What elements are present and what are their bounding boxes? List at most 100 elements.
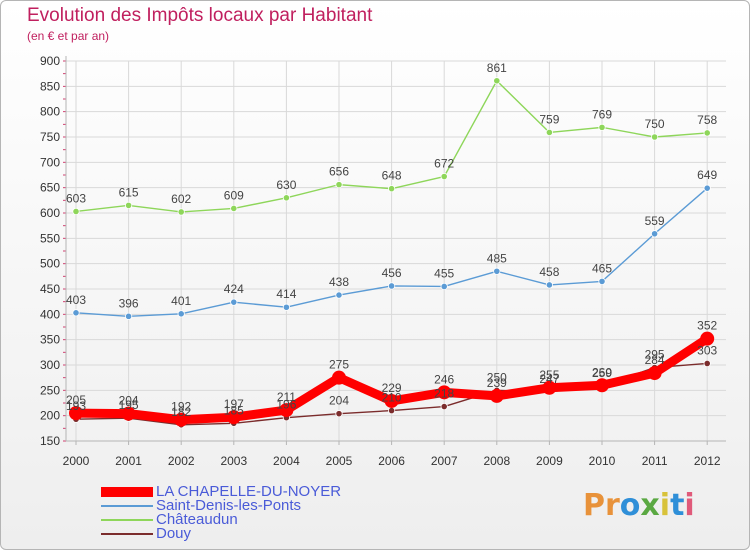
y-tick-label: 200 bbox=[40, 409, 60, 423]
y-tick-label: 400 bbox=[40, 307, 60, 321]
data-point-chateaudun bbox=[125, 201, 133, 209]
data-point-chateaudun bbox=[598, 123, 606, 131]
data-point-chateaudun bbox=[493, 77, 501, 85]
data-label-douy: 196 bbox=[276, 398, 296, 412]
x-tick-label: 2000 bbox=[63, 454, 90, 468]
data-label-chateaudun: 672 bbox=[434, 157, 454, 171]
x-tick-label: 2010 bbox=[589, 454, 616, 468]
data-label-la-chapelle-du-noyer: 260 bbox=[592, 365, 612, 379]
logo-letter: x bbox=[640, 488, 660, 523]
data-label-chateaudun: 648 bbox=[382, 169, 402, 183]
x-tick-label: 2011 bbox=[642, 454, 668, 468]
data-label-la-chapelle-du-noyer: 204 bbox=[119, 394, 139, 408]
x-tick-label: 2005 bbox=[326, 454, 353, 468]
data-point-chateaudun bbox=[230, 204, 238, 213]
data-label-douy: 247 bbox=[539, 372, 559, 386]
data-label-saint-denis-les-ponts: 485 bbox=[487, 251, 507, 265]
data-point-chateaudun bbox=[335, 181, 343, 189]
data-label-douy: 259 bbox=[592, 366, 612, 380]
data-point-chateaudun bbox=[282, 194, 290, 202]
data-point-douy bbox=[703, 359, 711, 368]
data-point-douy bbox=[335, 410, 343, 418]
logo-letter: t bbox=[670, 488, 685, 523]
data-label-chateaudun: 769 bbox=[592, 107, 612, 121]
data-point-chateaudun bbox=[650, 133, 659, 141]
data-point-la-chapelle-du-noyer bbox=[226, 410, 241, 425]
legend-label-douy: Douy bbox=[156, 525, 192, 542]
y-tick-label: 700 bbox=[40, 155, 60, 169]
y-tick-label: 450 bbox=[40, 282, 60, 296]
y-tick-label: 550 bbox=[40, 231, 60, 245]
data-label-saint-denis-les-ponts: 396 bbox=[119, 296, 139, 310]
data-point-saint-denis-les-ponts bbox=[440, 282, 448, 291]
data-point-chateaudun bbox=[545, 128, 554, 137]
data-point-la-chapelle-du-noyer bbox=[489, 388, 504, 403]
data-point-chateaudun bbox=[703, 129, 711, 137]
data-label-chateaudun: 861 bbox=[487, 61, 507, 75]
data-label-saint-denis-les-ponts: 455 bbox=[434, 266, 454, 280]
y-tick-label: 800 bbox=[40, 105, 60, 119]
data-label-douy: 295 bbox=[645, 348, 665, 362]
y-tick-label: 300 bbox=[40, 358, 60, 372]
logo-letter: o bbox=[619, 488, 641, 523]
data-point-saint-denis-les-ponts bbox=[282, 303, 290, 311]
data-label-chateaudun: 759 bbox=[539, 112, 559, 126]
data-point-la-chapelle-du-noyer bbox=[69, 406, 83, 421]
data-label-saint-denis-les-ponts: 649 bbox=[697, 168, 717, 182]
data-label-chateaudun: 656 bbox=[329, 165, 349, 179]
data-label-douy: 250 bbox=[487, 370, 507, 384]
data-label-chateaudun: 615 bbox=[119, 185, 139, 199]
data-label-la-chapelle-du-noyer: 192 bbox=[171, 400, 191, 414]
data-point-la-chapelle-du-noyer bbox=[700, 331, 715, 346]
x-tick-label: 2004 bbox=[273, 454, 300, 468]
data-point-la-chapelle-du-noyer bbox=[174, 412, 189, 427]
legend-label-la-chapelle: LA CHAPELLE-DU-NOYER bbox=[156, 483, 342, 500]
data-point-la-chapelle-du-noyer bbox=[279, 403, 294, 418]
logo-letter: i bbox=[684, 488, 695, 523]
y-tick-label: 600 bbox=[40, 206, 60, 220]
data-point-saint-denis-les-ponts bbox=[650, 230, 659, 238]
data-point-la-chapelle-du-noyer bbox=[595, 378, 609, 393]
data-label-saint-denis-les-ponts: 438 bbox=[329, 275, 349, 289]
data-label-saint-denis-les-ponts: 424 bbox=[224, 282, 244, 296]
data-label-douy: 185 bbox=[224, 403, 244, 417]
data-point-chateaudun bbox=[387, 185, 396, 193]
data-point-saint-denis-les-ponts bbox=[177, 310, 185, 318]
data-label-saint-denis-les-ponts: 559 bbox=[645, 214, 665, 228]
data-label-la-chapelle-du-noyer: 284 bbox=[645, 353, 665, 367]
logo-letter: i bbox=[659, 488, 671, 523]
proxiti-logo: Proxiti bbox=[583, 488, 695, 523]
data-point-saint-denis-les-ponts bbox=[230, 298, 238, 306]
y-tick-label: 750 bbox=[40, 130, 60, 144]
data-point-saint-denis-les-ponts bbox=[545, 281, 554, 289]
data-label-chateaudun: 602 bbox=[171, 192, 191, 206]
data-point-douy bbox=[440, 402, 448, 411]
legend-swatch-saint-denis bbox=[101, 505, 153, 507]
data-label-la-chapelle-du-noyer: 246 bbox=[434, 372, 454, 386]
data-point-saint-denis-les-ponts bbox=[387, 282, 396, 290]
data-label-saint-denis-les-ponts: 458 bbox=[539, 265, 559, 279]
data-point-la-chapelle-du-noyer bbox=[121, 406, 136, 421]
legend-swatch-la-chapelle bbox=[101, 487, 153, 497]
data-point-la-chapelle-du-noyer bbox=[384, 393, 399, 408]
data-point-saint-denis-les-ponts bbox=[125, 312, 133, 320]
legend-label-saint-denis: Saint-Denis-les-Ponts bbox=[156, 497, 302, 514]
data-point-chateaudun bbox=[72, 207, 80, 216]
data-point-saint-denis-les-ponts bbox=[703, 184, 711, 192]
data-label-la-chapelle-du-noyer: 352 bbox=[697, 319, 717, 333]
data-label-saint-denis-les-ponts: 414 bbox=[276, 287, 296, 301]
data-label-douy: 195 bbox=[119, 398, 139, 412]
data-label-saint-denis-les-ponts: 401 bbox=[171, 294, 191, 308]
chart-subtitle: (en € et par an) bbox=[27, 29, 110, 43]
data-label-douy: 182 bbox=[171, 405, 191, 419]
x-tick-label: 2008 bbox=[483, 454, 510, 468]
legend-swatch-chateaudun bbox=[101, 519, 153, 521]
data-label-la-chapelle-du-noyer: 255 bbox=[539, 368, 559, 382]
data-label-saint-denis-les-ponts: 403 bbox=[66, 293, 86, 307]
data-point-saint-denis-les-ponts bbox=[598, 277, 606, 285]
legend-label-chateaudun: Châteaudun bbox=[156, 511, 238, 528]
chart-title: Evolution des Impôts locaux par Habitant bbox=[27, 5, 373, 26]
data-point-chateaudun bbox=[440, 172, 448, 181]
